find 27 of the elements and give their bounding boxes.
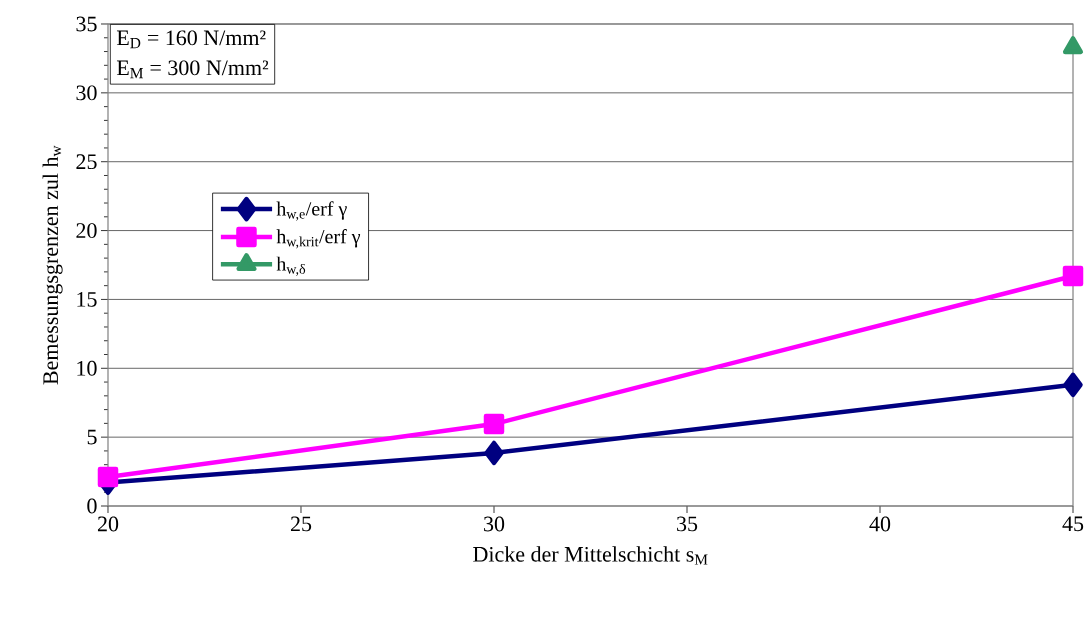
- x-axis-title: Dicke der Mittelschicht s$_{M}$: [473, 546, 708, 565]
- y-tick-label: 15: [77, 292, 97, 307]
- y-tick-label: 20: [76, 223, 97, 238]
- annotation: E$_{D}$ = 160 N/mm²: [116, 30, 266, 49]
- legend-label: h$_{w,krit}$/erf γ: [276, 229, 361, 249]
- y-tick-label: 5: [87, 429, 97, 445]
- y-tick-label: 10: [77, 360, 97, 376]
- x-tick-label: 20: [97, 516, 119, 532]
- x-tick-label: 25: [290, 516, 312, 532]
- annotation: E$_{M}$ = 300 N/mm²: [116, 60, 269, 79]
- legend-label: h$_{w,δ}$: [276, 256, 306, 276]
- point: [97, 466, 119, 488]
- x-tick-label: 30: [484, 516, 505, 532]
- y-tick-label: 35: [76, 16, 97, 32]
- point: [1062, 265, 1084, 287]
- y-tick-label: 0: [87, 498, 97, 514]
- x-tick-label: 35: [677, 516, 698, 532]
- point: [1063, 372, 1083, 398]
- point: [483, 413, 505, 435]
- point: [484, 440, 504, 466]
- x-tick-label: 45: [1062, 516, 1084, 532]
- y-tick-label: 30: [76, 85, 97, 101]
- legend-label: h$_{w,e}$/erf γ: [276, 201, 347, 221]
- x-tick-label: 40: [869, 516, 891, 532]
- point: [1062, 36, 1084, 55]
- y-tick-label: 25: [76, 154, 97, 170]
- y-axis-title: Bemessungsgrenzen zul h$_{w}$: [42, 145, 63, 385]
